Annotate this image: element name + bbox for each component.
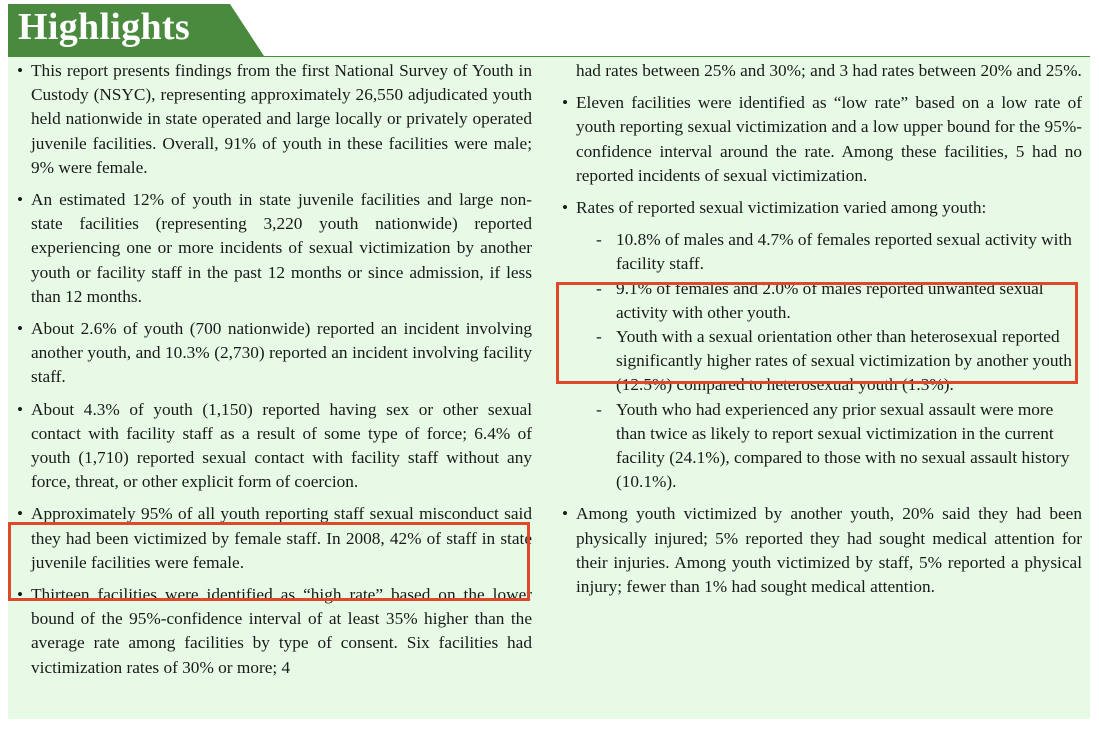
- page-title: Highlights: [18, 6, 190, 48]
- bullet-dot: •: [562, 198, 569, 218]
- dash-marker: -: [596, 230, 602, 250]
- bullet-text: About 4.3% of youth (1,150) reported hav…: [31, 399, 532, 492]
- highlight-box-staff-misconduct: [8, 522, 530, 601]
- bullet-dot: •: [17, 190, 24, 210]
- sub-item-highlighted: -10.8% of males and 4.7% of females repo…: [562, 228, 1082, 276]
- bullet-dot: •: [17, 61, 24, 80]
- right-column: had rates between 25% and 30%; and 3 had…: [562, 59, 1082, 607]
- bullet-item: • Eleven facilities were identified as “l…: [562, 91, 1082, 188]
- bullet-text: Among youth victimized by another youth,…: [576, 504, 1082, 597]
- bullet-item: • About 4.3% of youth (1,150) reported ha…: [17, 398, 532, 495]
- bullet-text: Approximately 95% of all youth reporting…: [31, 504, 532, 572]
- sub-item-text: Youth with a sexual orientation other th…: [616, 327, 1072, 395]
- left-column: • This report presents findings from the …: [17, 59, 532, 688]
- sub-item: - Youth with a sexual orientation other t…: [562, 325, 1082, 398]
- bullet-dot: •: [562, 93, 569, 113]
- bullet-item: • Among youth victimized by another youth…: [562, 502, 1082, 599]
- bullet-dot: •: [17, 399, 24, 419]
- bullet-item: • This report presents findings from the …: [17, 59, 532, 180]
- highlights-panel: [8, 57, 1090, 719]
- header-rule: [8, 56, 1090, 57]
- sub-item-text: 10.8% of males and 4.7% of females repor…: [616, 230, 1072, 274]
- sub-item-text: Youth who had experienced any prior sexu…: [616, 399, 1070, 492]
- dash-marker: -: [596, 327, 602, 347]
- sub-list: -10.8% of males and 4.7% of females repo…: [562, 228, 1082, 494]
- highlight-box-sexual-activity: [556, 282, 1078, 384]
- bullet-text: Rates of reported sexual victimization v…: [576, 198, 987, 218]
- bullet-item-highlighted: • Approximately 95% of all youth reportin…: [17, 502, 532, 575]
- dash-marker: -: [596, 278, 602, 298]
- bullet-item: • An estimated 12% of youth in state juve…: [17, 188, 532, 309]
- dash-marker: -: [596, 399, 602, 419]
- bullet-text: Eleven facilities were identified as “lo…: [576, 93, 1082, 185]
- bullet-text: This report presents findings from the f…: [31, 61, 532, 177]
- bullet-dot: •: [562, 504, 569, 524]
- continued-text: had rates between 25% and 30%; and 3 had…: [576, 61, 1082, 80]
- bullet-item: • Rates of reported sexual victimization …: [562, 196, 1082, 220]
- bullet-dot: •: [17, 319, 24, 339]
- bullet-item: • About 2.6% of youth (700 nationwide) re…: [17, 317, 532, 390]
- bullet-dot: •: [17, 585, 24, 605]
- sub-item: - Youth who had experienced any prior sex…: [562, 398, 1082, 495]
- bullet-text: An estimated 12% of youth in state juven…: [31, 190, 532, 306]
- bullet-dot: •: [17, 504, 24, 524]
- bullet-text: About 2.6% of youth (700 nationwide) rep…: [31, 319, 532, 387]
- highlights-banner: [8, 4, 264, 56]
